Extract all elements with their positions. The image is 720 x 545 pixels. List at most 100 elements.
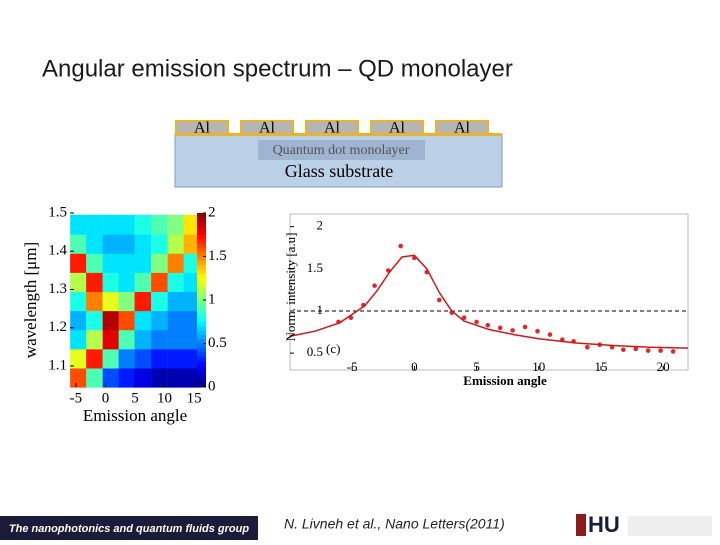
heatmap-cell [167,348,185,369]
heatmap-cell [118,233,136,254]
heatmap-cell [151,272,168,293]
heatmap-cell [134,253,152,273]
heatmap-cell [118,272,136,293]
colorbar-step [197,326,206,331]
heatmap-cell [70,233,87,254]
heatmap-cell [102,348,120,369]
monolayer-label: Quantum dot monolayer [273,143,410,158]
colorbar-step [197,273,206,279]
fit-line [289,254,689,349]
footer-group: The nanophotonics and quantum fluids gro… [9,523,249,535]
heatmap-cell [102,272,120,293]
x-tick-label: 15 [187,390,202,406]
heatmap-cell [151,253,168,273]
heatmap-cell [134,233,152,254]
colorbar-step [197,313,206,318]
x-tick-label: 0 [411,359,418,374]
heatmap-cell [70,272,87,293]
y-axis-label: wavelength [μm] [21,242,40,358]
y-axis-label: Norm. intensity [a.u] [283,232,298,341]
heatmap-cell [86,367,103,388]
heatmap-cell [134,214,152,235]
heatmap-cell [134,310,152,331]
logo-mark [576,514,586,536]
heatmap-cell [151,214,168,235]
x-axis-label: Emission angle [83,406,187,425]
colorbar-step [197,260,206,266]
colorbar-step [197,265,206,271]
data-point [497,325,503,331]
colorbar-step [197,247,206,253]
heatmap-cell [151,329,168,350]
colorbar-step [197,339,206,344]
colorbar-step [197,239,206,244]
layer-label: Al [324,120,341,137]
colorbar-tick-label: 1.5 [208,248,227,264]
heatmap-cell [86,329,103,350]
y-tick-label: 1.4 [48,243,67,259]
heatmap-cell [167,329,185,350]
colorbar-step [197,378,206,384]
heatmap-cell [70,367,87,388]
heatmap-cell [70,291,87,312]
data-point [621,347,626,353]
y-tick-label: 1 [317,302,324,317]
colorbar-step [197,317,206,323]
data-point [474,319,479,325]
heatmap-cell [102,310,120,331]
heatmap-cell [86,214,103,235]
colorbar-step [197,365,206,371]
colorbar-step [197,217,206,223]
heatmap-cell [151,367,168,388]
colorbar-step [197,347,206,353]
colorbar-step [197,269,206,275]
x-tick-label: -5 [347,359,358,374]
colorbar-step [197,308,206,314]
data-point [461,315,467,321]
heatmap-cell [183,367,201,388]
data-point [535,328,540,334]
colorbar-step [197,230,206,236]
colorbar-step [197,234,206,240]
heatmap-cell [183,214,201,235]
intensity-chart: 0.5 1 1.5 2 -5 0 5 10 15 20 (c) Emission angle Norm.… [283,213,689,388]
heatmap-cell [102,367,120,388]
heatmap-cell [102,291,120,312]
layer-diagram: Al Al Al Al Al Quantum dot monolayer Gla… [174,120,503,188]
data-point [547,332,553,337]
colorbar-tick-label: 0.5 [208,335,227,351]
colorbar-step [197,360,206,366]
panel-label: (c) [326,341,340,356]
heatmap-cell [183,272,201,293]
qd-layer [175,133,502,136]
heatmap-chart: 0 0.5 1 1.5 2 1.1 1.2 1.3 1.4 1.5 -5 0 5 10 15Emission… [21,204,227,424]
heatmap-cell [183,348,201,369]
heatmap-cell [102,214,120,235]
heatmap-cell [183,310,201,331]
y-tick-label: 1.5 [307,260,323,275]
colorbar-step [197,295,206,301]
heatmap-cell [86,310,103,331]
x-tick-label: 15 [594,359,607,374]
heatmap-cell [102,329,120,350]
heatmap-cell [167,253,185,273]
colorbar-step [197,330,206,336]
x-tick-label: -5 [70,390,83,406]
colorbar-step [197,221,206,227]
colorbar-step [197,343,206,349]
plot-frame [289,213,689,371]
colorbar-step [197,256,206,262]
data-point [522,324,528,330]
colorbar-step [197,226,206,231]
data-point [670,349,676,354]
x-tick-label: 0 [102,390,110,406]
colorbar-step [197,278,206,284]
data-point [584,344,590,350]
colorbar-step [197,352,206,358]
heatmap-cell [151,291,168,312]
colorbar-step [197,382,206,388]
layer-label: Al [194,120,211,137]
x-tick-label: 10 [532,359,545,374]
heatmap-cell [70,253,87,273]
